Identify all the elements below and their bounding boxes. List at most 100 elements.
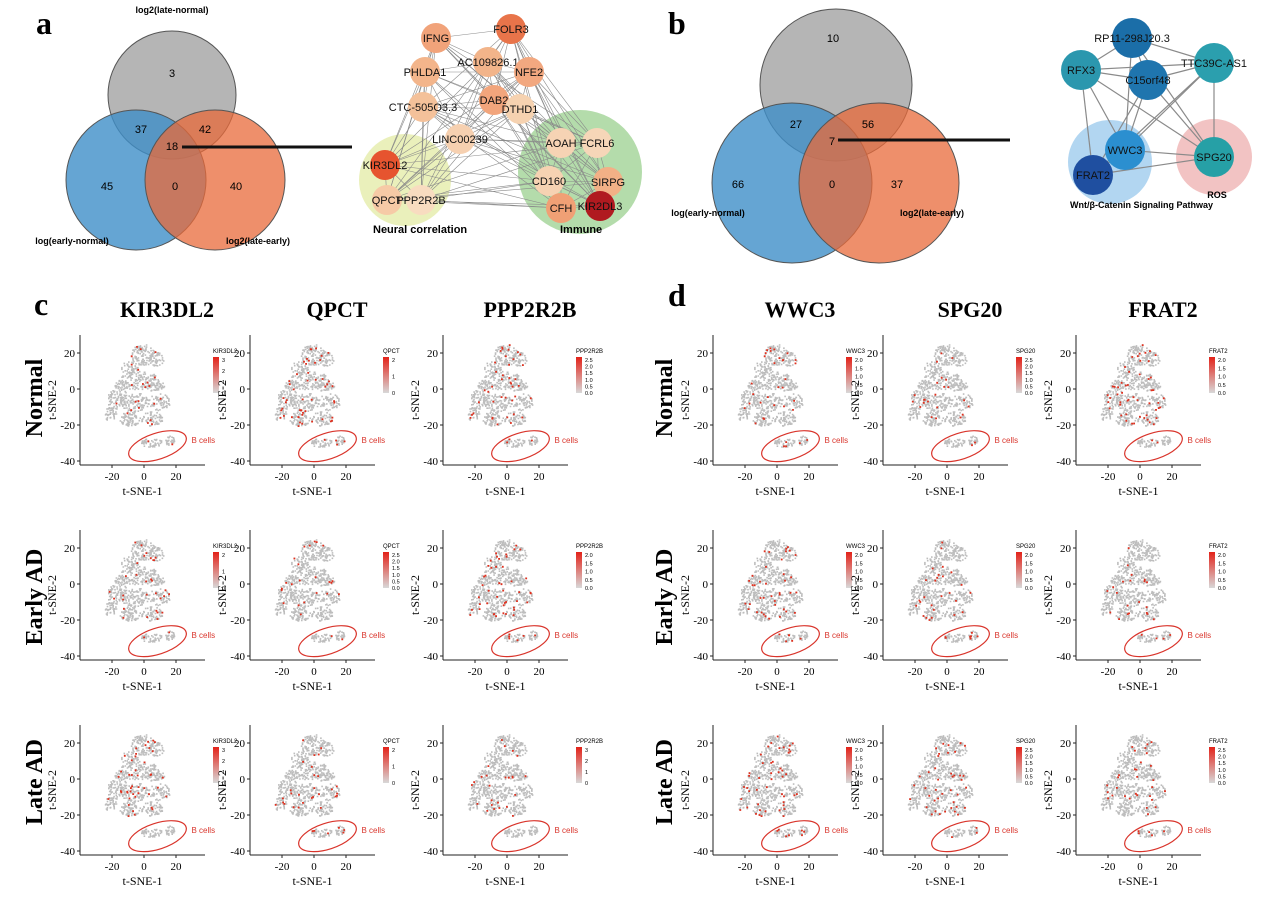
venn-count-left: 66 bbox=[732, 179, 744, 191]
module-label-wnt: Wnt/β-Catenin Signaling Pathway bbox=[1070, 200, 1213, 210]
gene-node-circle bbox=[1105, 130, 1145, 170]
b-cells-outline bbox=[298, 625, 357, 658]
gene-node-label: NFE2 bbox=[515, 67, 543, 79]
y-tick-label: -40 bbox=[423, 651, 438, 663]
network-edge bbox=[528, 71, 598, 144]
gene-node-kir2dl3: KIR2DL3 bbox=[578, 191, 622, 221]
x-axis-label: t-SNE-1 bbox=[486, 874, 526, 888]
legend-tick-label: 1.0 bbox=[1025, 570, 1033, 576]
gene-node-circle bbox=[1194, 43, 1234, 83]
legend-colorbar bbox=[1016, 357, 1022, 393]
y-tick-label: 0 bbox=[703, 774, 709, 786]
legend-tick-label: 0.0 bbox=[1218, 391, 1226, 397]
gene-node-aoah: AOAH bbox=[545, 128, 577, 158]
legend-tick-label: 2.0 bbox=[1218, 755, 1226, 761]
x-tick-label: 20 bbox=[974, 861, 986, 873]
legend-tick-label: 1 bbox=[392, 765, 395, 771]
y-axis-label: t-SNE-2 bbox=[1041, 770, 1055, 810]
y-tick-label: 20 bbox=[697, 348, 709, 360]
tsne-plot-spg20-early-ad: 20 0 -20 -40 -20 0 20 t-SNE-1 t-SNE-2 B cells SPG2… bbox=[848, 530, 1036, 693]
expression-legend: WWC3 2.0 1.5 1.0 0.5 0.0 bbox=[846, 544, 866, 592]
y-tick-label: 20 bbox=[427, 543, 439, 555]
y-tick-label: -20 bbox=[693, 810, 708, 822]
gene-node-label: PHLDA1 bbox=[404, 67, 447, 79]
b-cells-label: B cells bbox=[362, 436, 386, 445]
b-cells-label: B cells bbox=[192, 826, 216, 835]
legend-tick-label: 0.0 bbox=[1218, 586, 1226, 592]
tsne-points bbox=[907, 734, 979, 838]
x-tick-label: -20 bbox=[908, 666, 923, 678]
legend-tick-label: 1.5 bbox=[1025, 371, 1033, 377]
y-tick-label: 0 bbox=[240, 774, 246, 786]
gene-node-label: LINC00239 bbox=[432, 134, 488, 146]
gene-node-label: QPCT bbox=[372, 195, 403, 207]
tsne-points bbox=[907, 539, 979, 643]
venn-count-top-right: 56 bbox=[862, 119, 874, 131]
y-tick-label: -40 bbox=[693, 456, 708, 468]
y-tick-label: 20 bbox=[64, 738, 76, 750]
legend-tick-label: 0.5 bbox=[1025, 774, 1033, 780]
tsne-points bbox=[104, 734, 176, 838]
tsne-plot-qpct-late-ad: 200-20-40-20 0 20t-SNE-1t-SNE-2B cellsQPCT… bbox=[215, 725, 400, 888]
expression-legend: QPCT 2 1 0 bbox=[383, 739, 400, 787]
tsne-cells bbox=[907, 344, 979, 448]
legend-tick-label: 1.0 bbox=[1025, 768, 1033, 774]
tsne-cells bbox=[737, 734, 809, 838]
legend-title: WWC3 bbox=[846, 739, 866, 745]
x-tick-label: 0 bbox=[774, 471, 780, 483]
tsne-plot-ppp2r2b-early-ad: 20 0 -20 -40 -20 0 20 t-SNE-1 t-SNE-2 B cells PPP2… bbox=[408, 530, 603, 693]
x-tick-label: 0 bbox=[944, 471, 950, 483]
x-tick-label: 20 bbox=[974, 666, 986, 678]
gene-node-phlda1: PHLDA1 bbox=[404, 57, 447, 87]
legend-colorbar bbox=[1209, 747, 1215, 783]
b-cells-outline bbox=[491, 625, 550, 658]
tsne-cells bbox=[104, 539, 176, 643]
venn-label-late-early: log2(late-early) bbox=[226, 236, 290, 246]
legend-title: QPCT bbox=[383, 739, 400, 745]
network-edge bbox=[459, 138, 609, 183]
y-tick-label: -40 bbox=[1056, 651, 1071, 663]
y-tick-label: -40 bbox=[863, 846, 878, 858]
y-tick-label: 20 bbox=[234, 348, 246, 360]
legend-tick-label: 2 bbox=[222, 553, 225, 559]
legend-title: PPP2R2B bbox=[576, 544, 603, 550]
y-axis-label: t-SNE-2 bbox=[678, 575, 692, 615]
gene-node-wwc3: WWC3 bbox=[1105, 130, 1145, 170]
legend-colorbar bbox=[1016, 747, 1022, 783]
gene-node-circle bbox=[1128, 60, 1168, 100]
y-tick-label: 20 bbox=[867, 348, 879, 360]
gene-node-folr3: FOLR3 bbox=[493, 14, 529, 44]
gene-node-circle bbox=[408, 92, 438, 122]
legend-tick-label: 2.5 bbox=[392, 553, 400, 559]
b-cells-outline bbox=[298, 430, 357, 463]
row-label-late-d: Late AD bbox=[652, 739, 678, 825]
panel-letter-a: a bbox=[36, 5, 52, 41]
row-label-normal-d: Normal bbox=[652, 358, 678, 437]
legend-tick-label: 1.0 bbox=[1218, 768, 1226, 774]
gene-node-rfx3: RFX3 bbox=[1061, 50, 1101, 90]
network-nodes-a: IFNG FOLR3 AC109826.1 PHLDA1 NFE2 DAB2 CTC-505… bbox=[363, 14, 625, 223]
y-axis-label: t-SNE-2 bbox=[1041, 575, 1055, 615]
panel-a: a log2(late-normal) log(early-normal) lo… bbox=[35, 5, 642, 251]
expressing-cells bbox=[744, 546, 802, 643]
tsne-cells bbox=[274, 539, 346, 643]
venn-diagram-a: log2(late-normal) log(early-normal) log2… bbox=[35, 5, 352, 251]
legend-title: KIR3DL2 bbox=[213, 349, 238, 355]
legend-tick-label: 1 bbox=[585, 770, 588, 776]
legend-tick-label: 1.0 bbox=[1218, 570, 1226, 576]
network-edge bbox=[422, 71, 530, 108]
tsne-points bbox=[1100, 344, 1172, 448]
module-label-ros: ROS bbox=[1207, 190, 1227, 200]
b-cells-outline bbox=[491, 820, 550, 853]
y-axis-label: t-SNE-2 bbox=[408, 770, 422, 810]
legend-tick-label: 1.5 bbox=[855, 561, 863, 567]
y-tick-label: 0 bbox=[70, 774, 76, 786]
legend-tick-label: 3 bbox=[222, 358, 225, 364]
network-edge bbox=[487, 61, 609, 183]
module-neural-correlation bbox=[359, 134, 451, 226]
x-tick-label: 0 bbox=[141, 471, 147, 483]
x-tick-label: 0 bbox=[311, 666, 317, 678]
x-tick-label: 20 bbox=[341, 471, 353, 483]
y-tick-label: -40 bbox=[693, 846, 708, 858]
venn-count-top: 3 bbox=[169, 68, 175, 80]
